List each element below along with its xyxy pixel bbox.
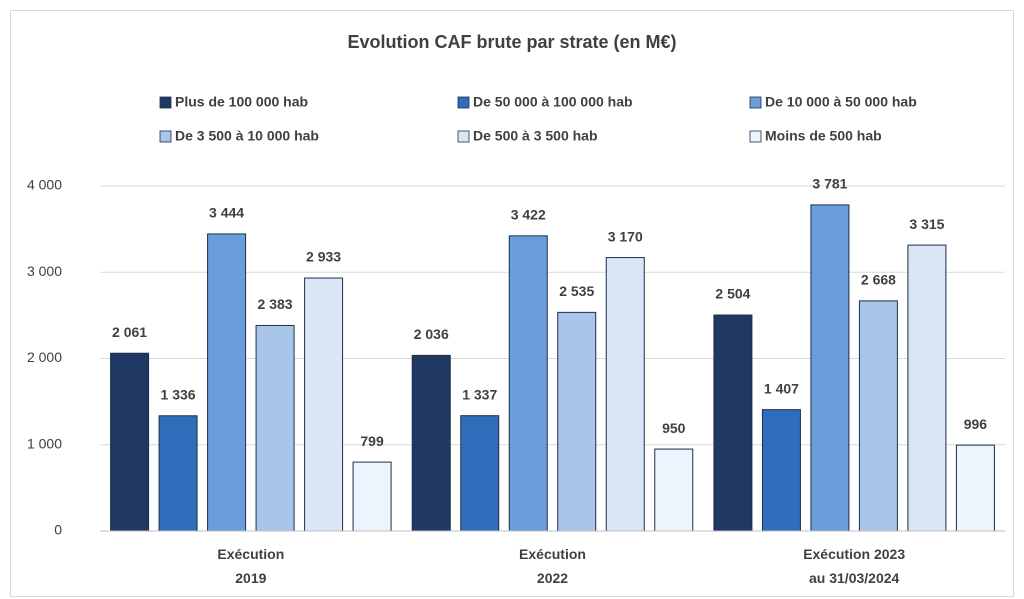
bar	[508, 235, 548, 532]
legend-label: De 500 à 3 500 hab	[473, 128, 598, 144]
value-label: 2 535	[559, 283, 594, 299]
bar	[605, 257, 645, 532]
legend-label: Plus de 100 000 hab	[175, 94, 308, 110]
legend-label: Moins de 500 hab	[765, 128, 882, 144]
value-label: 1 337	[462, 386, 497, 402]
value-label: 3 781	[812, 176, 847, 192]
bar	[255, 324, 295, 532]
bar	[713, 314, 753, 532]
x-tick-label: Exécution 2023 au 31/03/2024	[803, 546, 906, 586]
bar	[460, 415, 500, 532]
value-label: 3 422	[511, 207, 546, 223]
y-tick-label: 2 000	[27, 349, 62, 365]
y-tick-label: 4 000	[27, 177, 62, 193]
value-label: 2 061	[112, 324, 147, 340]
bar	[810, 204, 850, 532]
legend-swatch	[159, 130, 172, 143]
x-tick-label: Exécution 2022	[519, 546, 586, 586]
bar	[761, 409, 801, 532]
chart-title: Evolution CAF brute par strate (en M€)	[347, 32, 676, 52]
legend-swatch	[159, 96, 172, 109]
bar	[352, 461, 392, 532]
bar	[907, 244, 947, 532]
bar	[110, 352, 150, 532]
value-label: 3 170	[608, 228, 643, 244]
bar	[557, 311, 597, 532]
bar	[654, 448, 694, 532]
bar	[858, 300, 898, 532]
legend-swatch	[749, 96, 762, 109]
value-label: 2 504	[715, 286, 750, 302]
y-tick-label: 0	[54, 522, 62, 538]
legend-label: De 10 000 à 50 000 hab	[765, 94, 917, 110]
value-label: 1 407	[764, 380, 799, 396]
value-label: 2 933	[306, 249, 341, 265]
value-label: 799	[360, 433, 384, 449]
bar	[411, 354, 451, 532]
bar	[158, 415, 198, 532]
y-tick-label: 3 000	[27, 263, 62, 279]
bar	[207, 233, 247, 532]
value-label: 2 383	[258, 296, 293, 312]
value-label: 3 444	[209, 205, 244, 221]
legend-swatch	[749, 130, 762, 143]
bar	[304, 277, 344, 532]
legend-swatch	[457, 130, 470, 143]
value-label: 996	[964, 416, 988, 432]
value-label: 2 668	[861, 272, 896, 288]
legend-label: De 50 000 à 100 000 hab	[473, 94, 633, 110]
value-label: 950	[662, 420, 686, 436]
value-label: 2 036	[414, 326, 449, 342]
value-label: 3 315	[909, 216, 944, 232]
y-tick-label: 1 000	[27, 435, 62, 451]
legend-swatch	[457, 96, 470, 109]
bar	[955, 444, 995, 532]
legend-label: De 3 500 à 10 000 hab	[175, 128, 319, 144]
x-tick-label: Exécution 2019	[217, 546, 285, 586]
value-label: 1 336	[161, 386, 196, 402]
